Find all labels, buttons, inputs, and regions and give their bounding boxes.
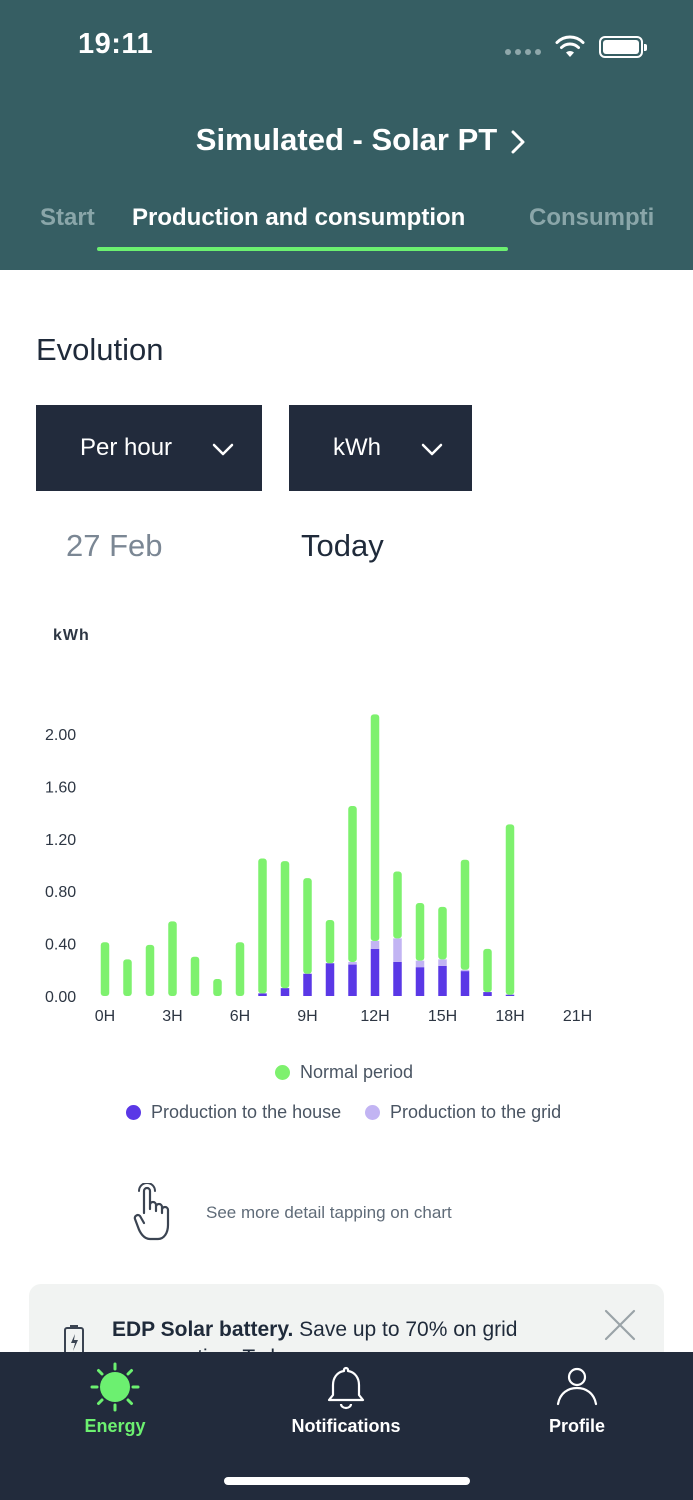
close-icon[interactable]: [603, 1308, 637, 1342]
nav-label: Energy: [84, 1416, 146, 1436]
bar-normal-period: [460, 859, 470, 970]
bar-normal-period: [325, 920, 335, 964]
bar-production-to-the-house: [415, 967, 425, 996]
period-dropdown[interactable]: Per hour: [36, 405, 262, 491]
chevron-down-icon: [212, 443, 234, 456]
bar-production-to-the-grid: [460, 969, 470, 972]
energy-evolution-chart[interactable]: kWh 0.00 0.40 0.80 1.20 1.60 2.00 0H 3H 6H 9H 12H 15…: [0, 615, 693, 1045]
x-tick-label: 18H: [495, 1008, 524, 1025]
bar-production-to-the-house: [303, 973, 312, 996]
bell-icon: [327, 1366, 365, 1410]
bar-production-to-the-house: [258, 993, 267, 996]
legend-label: Normal period: [300, 1062, 414, 1082]
bar-normal-period: [100, 942, 110, 996]
period-dropdown-value: Per hour: [80, 434, 173, 461]
tab-consumption[interactable]: Consumpti: [529, 204, 655, 231]
unit-dropdown[interactable]: kWh: [289, 405, 472, 491]
bar-production-to-the-house: [483, 992, 492, 996]
nav-item-profile[interactable]: Profile: [497, 1352, 657, 1452]
bar-production-to-the-grid: [415, 960, 425, 968]
x-tick-label: 15H: [428, 1008, 457, 1025]
legend-dot: [126, 1105, 141, 1120]
y-tick-label: 1.20: [45, 832, 76, 849]
bar-production-to-the-house: [460, 971, 470, 996]
bar-normal-period: [235, 942, 245, 996]
bar-production-to-the-house: [348, 964, 357, 996]
bottom-navigation: Energy Notifications Profile: [0, 1352, 693, 1500]
x-tick-label: 0H: [95, 1008, 115, 1025]
nav-item-energy[interactable]: Energy: [35, 1352, 195, 1452]
legend-dot: [275, 1065, 290, 1080]
tab-start[interactable]: Start: [40, 204, 95, 231]
wifi-icon: [555, 35, 585, 57]
bar-normal-period: [348, 806, 357, 962]
legend-normal-period: Normal period: [275, 1062, 413, 1083]
y-tick-label: 0.00: [45, 989, 76, 1006]
site-selector[interactable]: Simulated - Solar PT: [0, 122, 693, 158]
chevron-right-icon[interactable]: [508, 130, 528, 154]
tab-production-and-consumption[interactable]: Production and consumption: [132, 204, 466, 231]
nav-item-notifications[interactable]: Notifications: [266, 1352, 426, 1452]
x-tick-label: 21H: [563, 1008, 592, 1025]
home-indicator: [224, 1477, 470, 1485]
bar-production-to-the-grid: [370, 940, 380, 949]
bar-production-to-the-house: [438, 965, 447, 996]
app-header: 19:11 Simulated - Solar PT Start Product…: [0, 0, 693, 270]
chart-hint-text: See more detail tapping on chart: [206, 1203, 452, 1222]
sun-icon: [90, 1362, 140, 1412]
promo-title: EDP Solar battery.: [112, 1318, 294, 1341]
legend-dot: [365, 1105, 380, 1120]
bar-production-to-the-house: [370, 948, 380, 996]
bar-production-to-the-grid: [393, 938, 402, 962]
bar-normal-period: [190, 956, 200, 996]
x-tick-label: 6H: [230, 1008, 250, 1025]
legend-label: Production to the grid: [390, 1102, 562, 1122]
current-date-label: Today: [301, 528, 384, 563]
nav-label: Profile: [548, 1416, 605, 1436]
bar-production-to-the-grid: [348, 961, 357, 965]
bar-production-to-the-house: [393, 961, 402, 996]
y-axis-unit-label: kWh: [53, 627, 90, 644]
bar-production-to-the-house: [280, 988, 290, 996]
bar-normal-period: [168, 921, 177, 996]
previous-date-button[interactable]: 27 Feb: [66, 528, 163, 563]
bar-normal-period: [370, 714, 380, 941]
bar-normal-period: [483, 948, 492, 993]
bar-production-to-the-house: [325, 963, 335, 996]
site-name: Simulated - Solar PT: [195, 122, 498, 157]
bar-production-to-the-house: [505, 994, 515, 996]
bar-normal-period: [415, 902, 425, 961]
bar-normal-period: [123, 959, 132, 996]
legend-production-to-house: Production to the house: [126, 1102, 341, 1123]
bar-normal-period: [213, 978, 222, 996]
bar-normal-period: [393, 871, 402, 939]
chevron-down-icon: [421, 443, 443, 456]
bar-production-to-the-grid: [438, 959, 447, 966]
y-tick-label: 1.60: [45, 779, 76, 796]
active-tab-indicator: [97, 247, 508, 251]
legend-label: Production to the house: [151, 1102, 342, 1122]
bar-normal-period: [505, 824, 515, 995]
bar-normal-period: [145, 944, 155, 996]
nav-label: Notifications: [291, 1416, 401, 1436]
x-tick-label: 12H: [360, 1008, 389, 1025]
y-tick-label: 2.00: [45, 727, 76, 744]
cellular-signal-icon: [505, 49, 541, 55]
person-icon: [556, 1367, 598, 1406]
section-title: Evolution: [36, 332, 164, 367]
y-tick-label: 0.80: [45, 884, 76, 901]
legend-production-to-grid: Production to the grid: [365, 1102, 561, 1123]
bar-normal-period: [280, 861, 290, 989]
battery-status-icon: [599, 36, 647, 58]
x-tick-label: 9H: [297, 1008, 317, 1025]
unit-dropdown-value: kWh: [333, 434, 381, 461]
y-tick-label: 0.40: [45, 937, 76, 954]
status-time: 19:11: [78, 28, 154, 60]
x-tick-label: 3H: [162, 1008, 182, 1025]
bar-normal-period: [303, 878, 312, 974]
tap-hand-icon: [133, 1183, 170, 1241]
bar-normal-period: [258, 858, 267, 994]
bar-normal-period: [438, 906, 447, 960]
status-icons: [505, 34, 647, 60]
